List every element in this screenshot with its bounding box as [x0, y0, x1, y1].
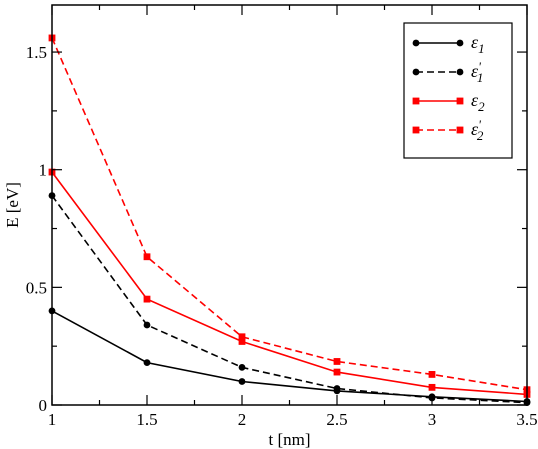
series-line	[51, 195, 528, 404]
data-point	[238, 363, 246, 371]
legend-label: ε' 1	[471, 59, 483, 85]
legend-marker	[456, 68, 464, 76]
series-line	[51, 310, 528, 403]
data-point	[333, 385, 341, 392]
series-line	[51, 171, 528, 396]
x-tick-label: 2	[238, 410, 247, 429]
data-point	[333, 358, 341, 365]
x-tick-label: 1	[48, 410, 57, 429]
series-2	[48, 192, 531, 407]
legend-marker	[412, 68, 420, 76]
data-point	[238, 333, 246, 341]
legend-marker	[412, 97, 420, 105]
legend-item: ε' 1	[412, 59, 483, 85]
legend-marker	[456, 39, 464, 47]
legend-item: ε2	[412, 90, 485, 114]
legend-label: ε2	[471, 90, 485, 114]
y-tick-label: 1.5	[26, 43, 47, 62]
data-point	[238, 378, 246, 385]
legend-item: ε' 2	[412, 117, 484, 143]
series-3	[48, 168, 531, 398]
legend-marker	[456, 97, 464, 105]
data-point	[238, 338, 246, 345]
data-point	[143, 253, 151, 261]
legend-marker	[412, 39, 420, 47]
data-point	[143, 321, 151, 329]
y-tick-label: 0	[39, 396, 48, 415]
y-tick-label: 1	[39, 161, 48, 180]
data-point	[143, 359, 151, 367]
legend-label: ε' 2	[471, 117, 484, 143]
x-tick-label: 3	[428, 410, 437, 429]
y-axis-label: E [eV]	[3, 182, 22, 228]
legend: ε1 ε' 1 ε2 ε' 2	[403, 22, 513, 159]
x-axis-label: t [nm]	[268, 430, 310, 449]
x-tick-label: 1.5	[136, 410, 157, 429]
series-line	[51, 37, 528, 391]
x-tick-label: 3.5	[516, 410, 537, 429]
data-point	[143, 295, 151, 303]
legend-marker	[456, 126, 464, 134]
legend-marker	[412, 126, 420, 134]
data-point	[428, 371, 436, 378]
ticks-layer: 1 1.5 2 2.5 3 3.5 0 0.5 1 1.5	[26, 5, 538, 429]
y-tick-label: 0.5	[26, 278, 47, 297]
x-tick-label: 2.5	[326, 410, 347, 429]
legend-item: ε1	[412, 32, 485, 56]
data-point	[333, 368, 341, 376]
data-point	[428, 383, 436, 391]
legend-label: ε1	[471, 32, 485, 56]
